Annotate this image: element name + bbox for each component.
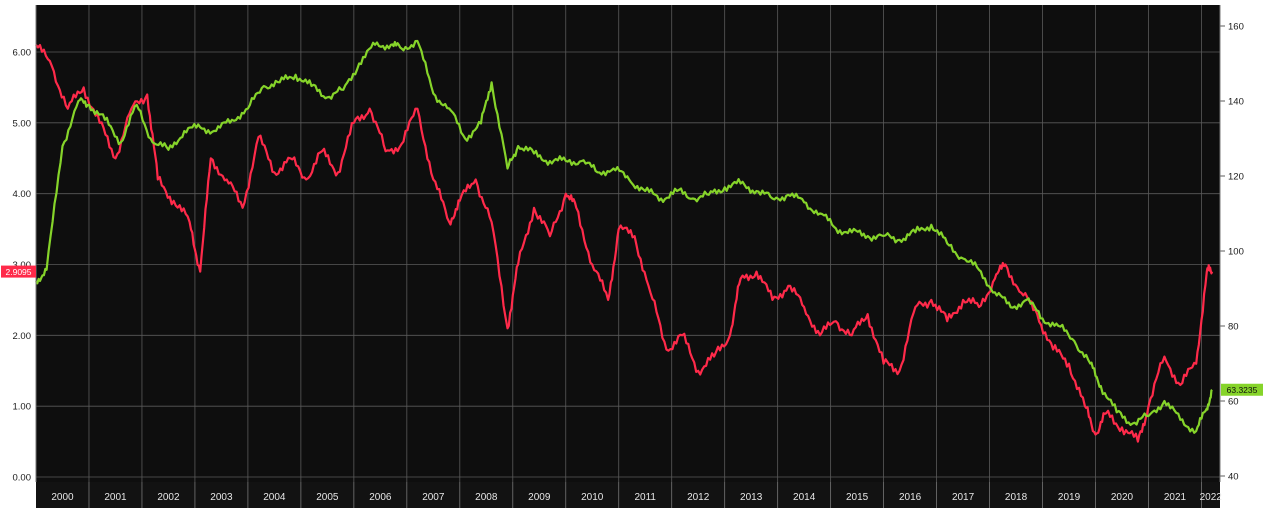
x-tick-label: 2013 [740, 492, 763, 503]
x-tick-label: 2010 [581, 492, 604, 503]
x-axis-band [36, 482, 1220, 508]
x-tick-label: 2009 [528, 492, 551, 503]
left-y-axis: 0.00 1.00 2.00 3.00 4.00 5.00 6.00 [13, 5, 37, 484]
x-tick-label: 2006 [369, 492, 392, 503]
x-tick-label: 2011 [634, 492, 656, 503]
plot-background [36, 5, 1220, 482]
left-tick-label: 1.00 [13, 402, 32, 413]
right-tick-label: 60 [1228, 397, 1239, 408]
left-tick-label: 5.00 [13, 118, 32, 129]
x-tick-label: 2001 [104, 492, 127, 503]
right-tick-label: 100 [1228, 247, 1244, 258]
right-tick-label: 160 [1228, 22, 1244, 33]
x-tick-label: 2007 [422, 492, 445, 503]
last-value-badges: 2.9095 63.3235 [1, 265, 1263, 396]
right-tick-label: 140 [1228, 97, 1244, 108]
left-tick-label: 4.00 [13, 189, 32, 200]
x-tick-label: 2018 [1005, 492, 1028, 503]
x-tick-label: 2012 [687, 492, 710, 503]
red-series-line [35, 43, 1214, 443]
grid-lines [36, 5, 1220, 482]
x-tick-label: 2014 [793, 492, 816, 503]
left-last-value-badge [1, 265, 36, 278]
x-tick-label: 2004 [263, 492, 286, 503]
x-tick-label: 2015 [846, 492, 869, 503]
right-tick-label: 80 [1228, 322, 1239, 333]
x-tick-label: 2003 [210, 492, 233, 503]
right-y-axis: 40 60 80 100 120 140 160 [1219, 5, 1244, 483]
x-tick-label: 2005 [316, 492, 339, 503]
left-last-value-label: 2.9095 [6, 267, 32, 277]
x-tick-label: 2002 [157, 492, 180, 503]
right-last-value-label: 63.3235 [1227, 385, 1258, 395]
x-tick-label: 2000 [51, 492, 74, 503]
x-tick-label: 2021 [1164, 492, 1187, 503]
right-tick-label: 120 [1228, 172, 1244, 183]
x-tick-label: 2020 [1111, 492, 1134, 503]
left-tick-label: 6.00 [13, 48, 32, 59]
x-tick-label: 2022 [1200, 492, 1223, 503]
x-tick-label: 2016 [899, 492, 922, 503]
left-tick-label: 0.00 [13, 473, 32, 484]
left-tick-label: 3.00 [13, 260, 32, 271]
left-tick-label: 2.00 [13, 331, 32, 342]
right-tick-label: 40 [1228, 472, 1239, 483]
x-tick-label: 2019 [1058, 492, 1081, 503]
x-tick-label: 2017 [952, 492, 975, 503]
x-axis: 2000 2001 2002 2003 2004 2005 2006 2007 2008 2009… [51, 482, 1222, 508]
right-last-value-badge [1221, 383, 1263, 396]
green-series-line [35, 39, 1213, 434]
series-lines [35, 39, 1214, 443]
x-tick-label: 2008 [475, 492, 498, 503]
